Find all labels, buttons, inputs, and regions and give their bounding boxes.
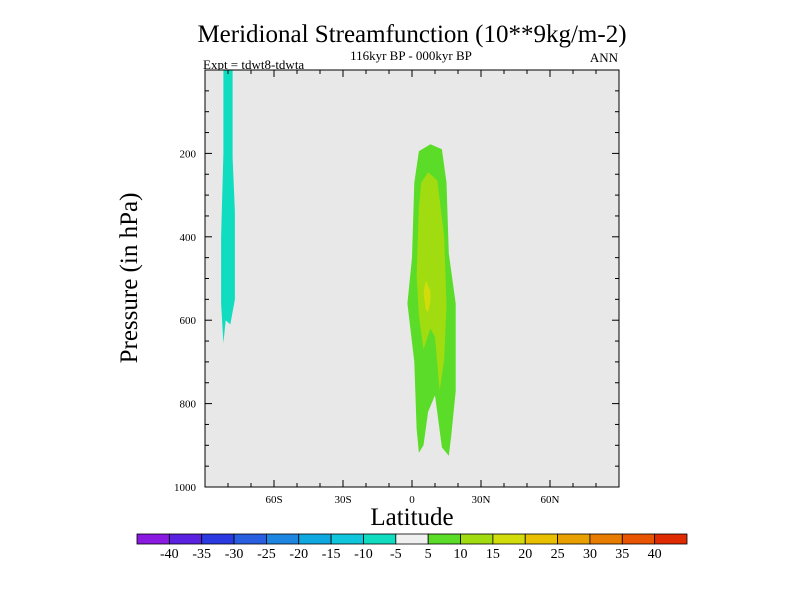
colorbar-label: -25 — [257, 547, 276, 562]
colorbar-label: -10 — [354, 547, 373, 562]
colorbar-label: 15 — [486, 547, 500, 562]
colorbar-swatch — [557, 533, 591, 545]
colorbar-swatch — [168, 533, 203, 545]
colorbar-label: -40 — [160, 547, 179, 562]
y-tick-label: 400 — [180, 232, 197, 244]
x-tick-label: 30N — [472, 494, 491, 506]
colorbar-label: -35 — [192, 547, 211, 562]
colorbar-swatch — [363, 533, 397, 545]
colorbar-label: 5 — [425, 547, 432, 562]
colorbar-label: 20 — [518, 547, 532, 562]
plot-frame — [204, 69, 620, 488]
colorbar-label: 40 — [648, 547, 662, 562]
y-tick-label: 600 — [180, 315, 197, 327]
contour-region-band-10-to-15-core — [416, 172, 447, 392]
y-tick-label: 800 — [180, 399, 197, 411]
colorbar-swatch — [233, 533, 267, 545]
x-tick-label: 60N — [541, 494, 560, 506]
colorbar-swatch — [427, 533, 461, 545]
y-tick-label: 1000 — [174, 482, 197, 494]
colorbar: -40 -35 -30 -25 -20 -15 -10 -5 5 10 15 20 25 30 35 40 — [136, 533, 688, 562]
x-tick-label: 0 — [409, 494, 415, 506]
right-annotation: ANN — [590, 50, 619, 65]
y-tick-label: 200 — [180, 148, 197, 160]
y-axis-label: Pressure (in hPa) — [116, 193, 143, 364]
colorbar-swatch — [460, 533, 494, 545]
left-annotation: Expt = tdwt8-tdwta — [203, 57, 304, 72]
colorbar-label: 10 — [454, 547, 468, 562]
colorbar-label: -5 — [390, 547, 402, 562]
colorbar-swatch — [201, 533, 235, 545]
colorbar-swatch — [589, 533, 623, 545]
colorbar-label: 35 — [615, 547, 629, 562]
colorbar-swatch — [395, 533, 429, 545]
axis-ticks: 60S 30S 0 30N 60N 200 400 600 800 1000 — [174, 70, 619, 506]
x-tick-label: 30S — [334, 494, 351, 506]
colorbar-swatch — [654, 533, 688, 545]
colorbar-label: 30 — [583, 547, 597, 562]
colorbar-label: 25 — [551, 547, 565, 562]
colorbar-swatch — [524, 533, 558, 545]
colorbar-swatch — [136, 533, 170, 545]
colorbar-swatch — [266, 533, 300, 545]
colorbar-swatch — [492, 533, 526, 545]
contour-region-band-15-to-20-core — [423, 280, 431, 312]
chart-title: Meridional Streamfunction (10**9kg/m-2) — [197, 21, 626, 48]
chart-subtitle: 116kyr BP - 000kyr BP — [350, 48, 472, 63]
colorbar-label: -15 — [322, 547, 341, 562]
x-tick-label: 60S — [265, 494, 282, 506]
colorbar-swatch — [621, 533, 656, 545]
colorbar-swatch — [330, 533, 364, 545]
x-axis-label: Latitude — [370, 504, 453, 531]
contour-regions — [221, 70, 456, 456]
colorbar-label: -20 — [289, 547, 308, 562]
contour-region-band-10-to-5 — [221, 70, 235, 344]
colorbar-label: -30 — [225, 547, 244, 562]
colorbar-swatch — [298, 533, 332, 545]
